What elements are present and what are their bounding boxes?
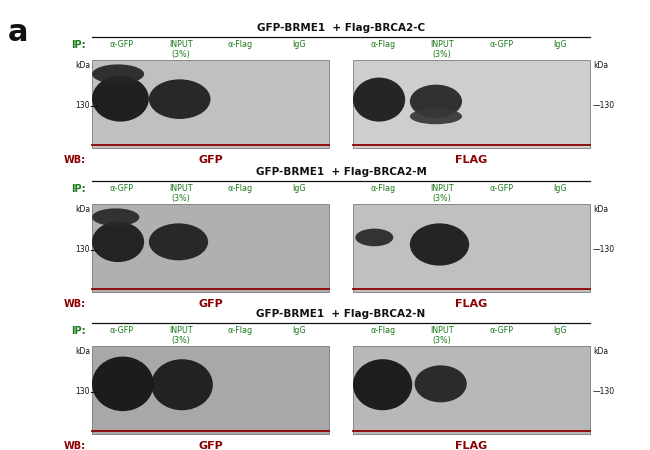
Text: IgG: IgG (292, 40, 306, 49)
Text: α-Flag: α-Flag (370, 326, 395, 335)
Text: —130: —130 (593, 101, 615, 110)
Text: GFP-BRME1  + Flag-BRCA2-N: GFP-BRME1 + Flag-BRCA2-N (256, 309, 426, 319)
Text: GFP: GFP (198, 441, 223, 450)
Text: INPUT
(3%): INPUT (3%) (430, 40, 454, 58)
Text: kDa: kDa (75, 61, 90, 70)
Text: α-GFP: α-GFP (489, 40, 513, 49)
Ellipse shape (92, 64, 144, 84)
Text: INPUT
(3%): INPUT (3%) (430, 326, 454, 345)
Ellipse shape (353, 359, 412, 410)
Text: α-GFP: α-GFP (110, 184, 134, 193)
Text: GFP: GFP (198, 299, 223, 309)
Text: FLAG: FLAG (456, 299, 488, 309)
Text: —130: —130 (593, 245, 615, 254)
Text: —130: —130 (593, 387, 615, 396)
Text: 130: 130 (75, 245, 90, 254)
Text: WB:: WB: (64, 299, 86, 309)
Bar (353, 204, 590, 292)
Text: GFP-BRME1  + Flag-BRCA2-C: GFP-BRME1 + Flag-BRCA2-C (257, 23, 425, 33)
Ellipse shape (92, 356, 153, 411)
Text: FLAG: FLAG (456, 441, 488, 450)
Text: α-GFP: α-GFP (110, 40, 134, 49)
Text: INPUT
(3%): INPUT (3%) (169, 326, 192, 345)
Text: 130: 130 (75, 387, 90, 396)
Ellipse shape (149, 79, 211, 119)
Text: kDa: kDa (593, 61, 608, 70)
Bar (92, 346, 329, 434)
Ellipse shape (356, 229, 393, 246)
Text: a: a (8, 18, 29, 47)
Text: FLAG: FLAG (456, 155, 488, 165)
Ellipse shape (92, 76, 149, 122)
Text: IP:: IP: (72, 184, 86, 194)
Text: α-Flag: α-Flag (370, 40, 395, 49)
Text: IgG: IgG (554, 184, 567, 193)
Bar (353, 346, 590, 434)
Ellipse shape (415, 365, 467, 402)
Text: IgG: IgG (292, 184, 306, 193)
Text: 130: 130 (75, 101, 90, 110)
Ellipse shape (410, 223, 469, 266)
Text: kDa: kDa (593, 205, 608, 214)
Ellipse shape (149, 223, 208, 260)
Text: IgG: IgG (554, 326, 567, 335)
Text: INPUT
(3%): INPUT (3%) (169, 184, 192, 202)
Ellipse shape (410, 108, 462, 124)
Text: kDa: kDa (593, 347, 608, 356)
Text: α-Flag: α-Flag (227, 326, 253, 335)
Ellipse shape (92, 208, 139, 226)
Ellipse shape (151, 359, 213, 410)
Text: INPUT
(3%): INPUT (3%) (430, 184, 454, 202)
Text: GFP: GFP (198, 155, 223, 165)
Text: α-GFP: α-GFP (489, 184, 513, 193)
Text: α-Flag: α-Flag (227, 40, 253, 49)
Text: α-GFP: α-GFP (110, 326, 134, 335)
Text: IgG: IgG (292, 326, 306, 335)
Text: WB:: WB: (64, 155, 86, 165)
Text: kDa: kDa (75, 347, 90, 356)
Text: α-GFP: α-GFP (489, 326, 513, 335)
Ellipse shape (92, 221, 144, 262)
Text: WB:: WB: (64, 441, 86, 450)
Ellipse shape (353, 77, 405, 122)
Text: GFP-BRME1  + Flag-BRCA2-M: GFP-BRME1 + Flag-BRCA2-M (255, 167, 426, 177)
Bar (92, 60, 329, 148)
Bar (353, 60, 590, 148)
Text: IP:: IP: (72, 326, 86, 336)
Text: INPUT
(3%): INPUT (3%) (169, 40, 192, 58)
Text: IgG: IgG (554, 40, 567, 49)
Bar (92, 204, 329, 292)
Text: α-Flag: α-Flag (370, 184, 395, 193)
Text: IP:: IP: (72, 40, 86, 50)
Ellipse shape (410, 85, 462, 118)
Text: α-Flag: α-Flag (227, 184, 253, 193)
Text: kDa: kDa (75, 205, 90, 214)
